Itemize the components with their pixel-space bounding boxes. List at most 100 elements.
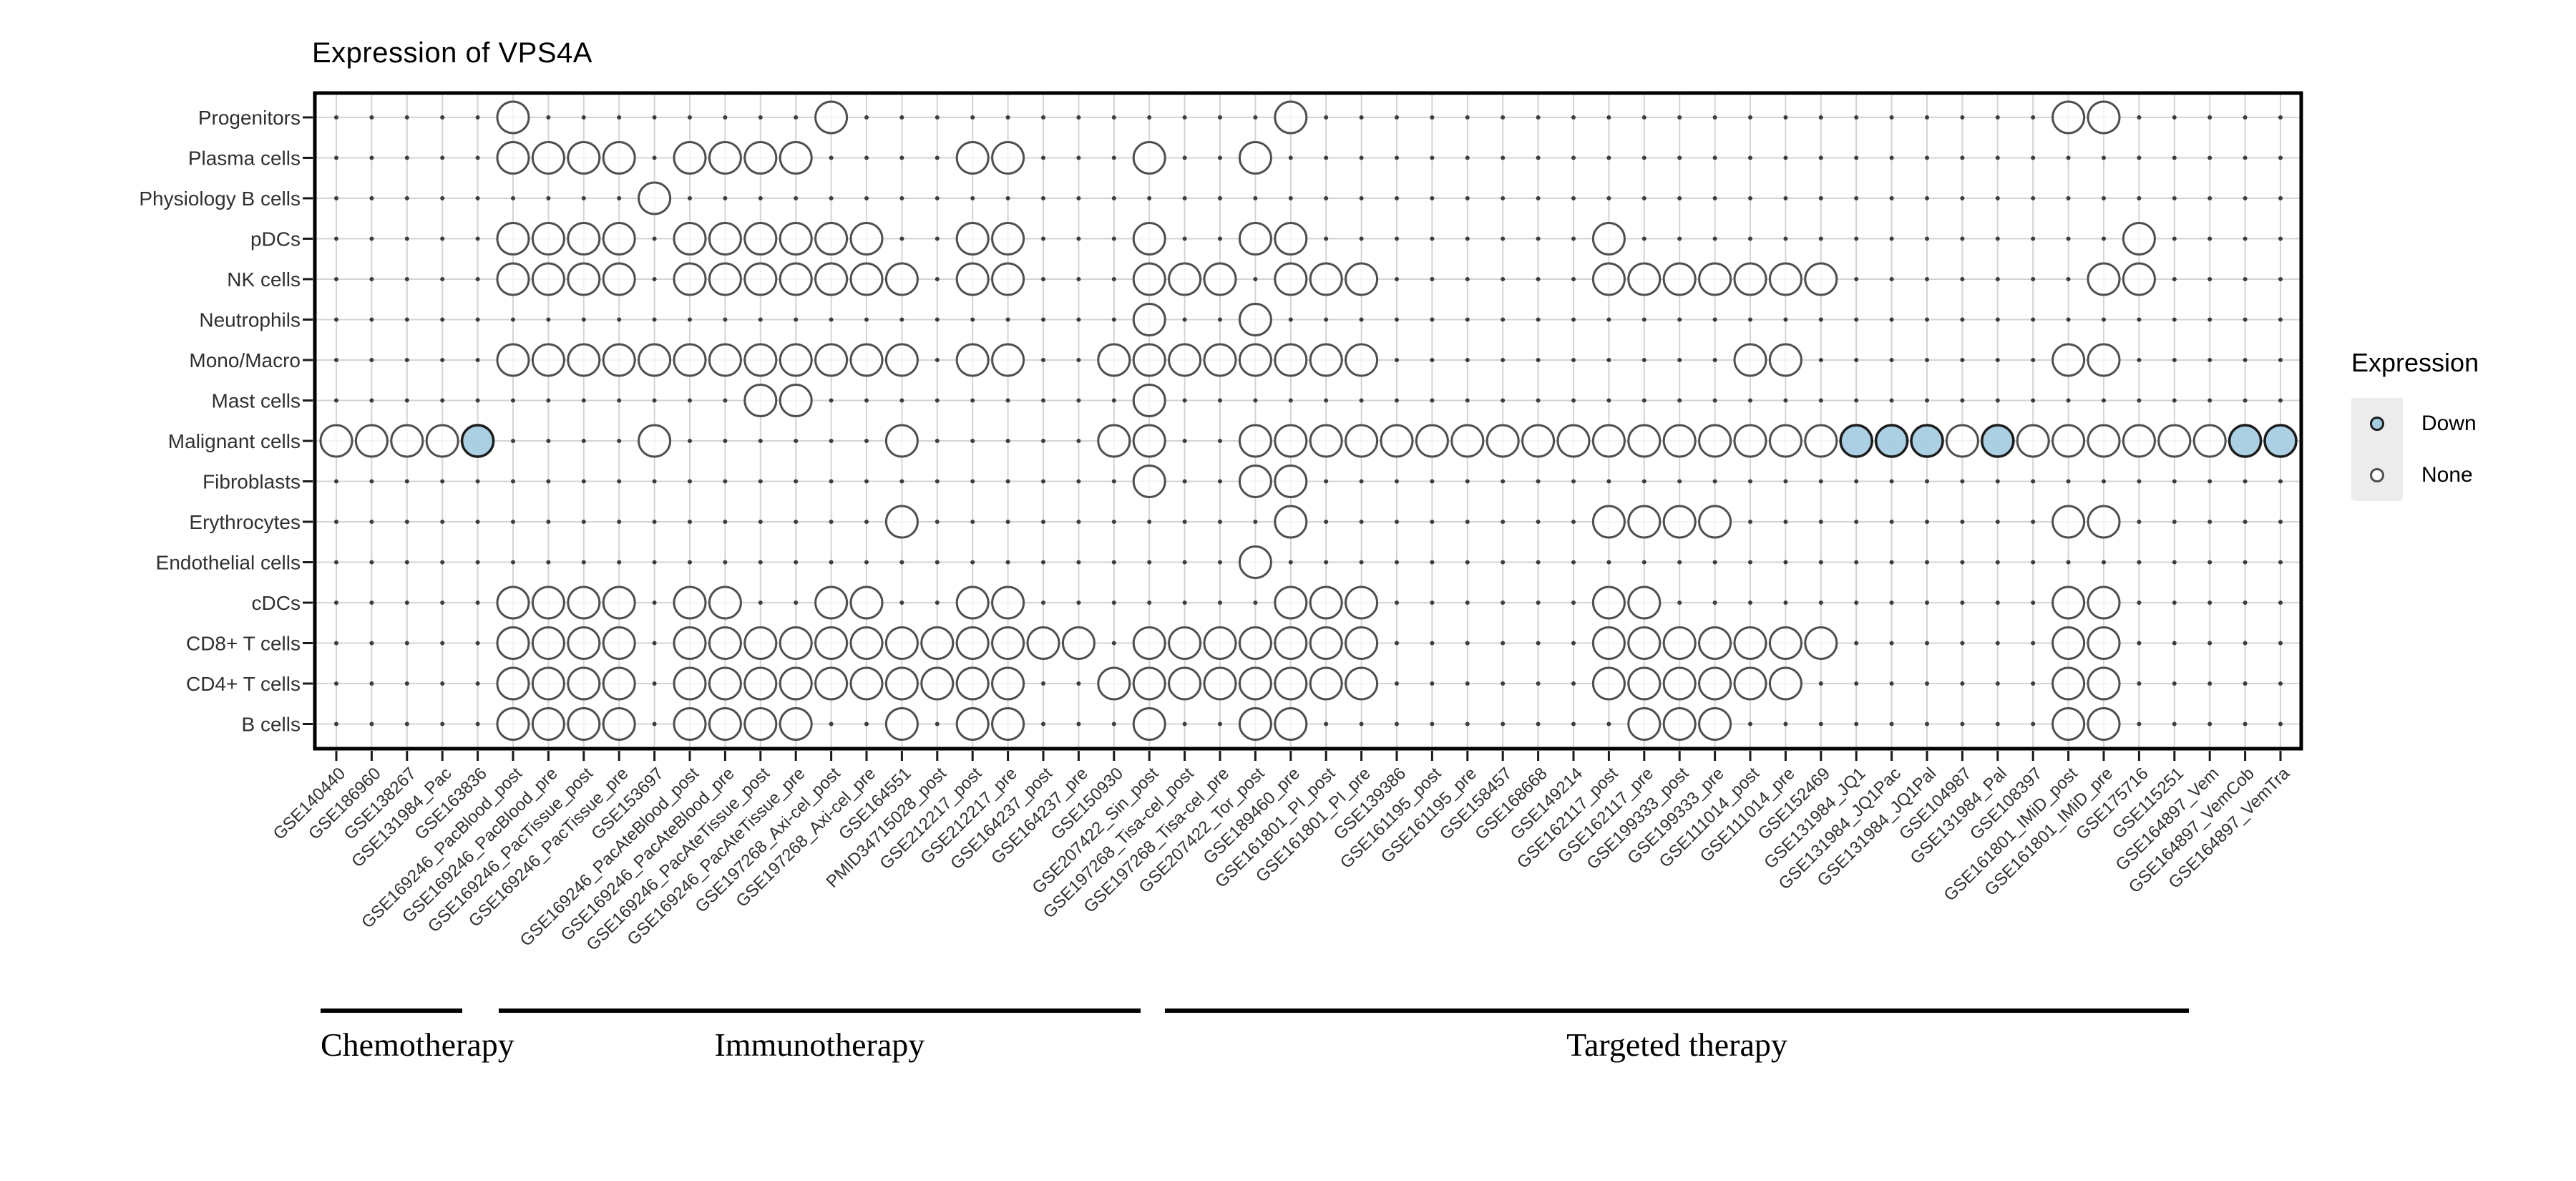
grid-dot-icon xyxy=(404,317,409,322)
grid-dot-icon xyxy=(2066,560,2071,565)
grid-dot-icon xyxy=(1253,398,1258,403)
grid-dot-icon xyxy=(1854,641,1859,646)
expression-dot-none xyxy=(743,343,778,377)
grid-dot-icon xyxy=(1218,317,1222,322)
expression-dot-none xyxy=(849,626,884,660)
grid-dot-icon xyxy=(794,479,799,484)
expression-dot-none xyxy=(496,141,530,175)
expression-dot-none xyxy=(673,707,707,741)
grid-dot-icon xyxy=(652,398,657,403)
grid-dot-icon xyxy=(1111,277,1116,281)
grid-dot-icon xyxy=(2207,196,2212,200)
expression-dot-none xyxy=(743,222,778,256)
grid-dot-icon xyxy=(1925,520,1929,524)
expression-dot-none xyxy=(1203,262,1237,296)
grid-dot-icon xyxy=(617,479,622,484)
grid-dot-icon xyxy=(1571,277,1576,281)
grid-dot-icon xyxy=(2066,479,2071,484)
expression-dot-none xyxy=(673,262,707,296)
grid-dot-icon xyxy=(1641,560,1646,565)
grid-dot-icon xyxy=(2243,681,2248,686)
grid-dot-icon xyxy=(1818,601,1823,605)
grid-dot-icon xyxy=(1712,601,1717,605)
grid-dot-icon xyxy=(440,721,445,726)
grid-dot-icon xyxy=(440,681,445,686)
expression-dot-none xyxy=(2192,424,2227,458)
chemotherapy-label: Chemotherapy xyxy=(321,1026,514,1063)
grid-dot-icon xyxy=(1536,115,1541,120)
grid-dot-icon xyxy=(2278,196,2283,200)
grid-dot-icon xyxy=(2278,520,2283,524)
grid-dot-icon xyxy=(1641,317,1646,322)
grid-dot-icon xyxy=(1889,277,1894,281)
grid-dot-icon xyxy=(1218,115,1222,120)
grid-dot-icon xyxy=(935,439,940,443)
grid-dot-icon xyxy=(617,196,622,200)
grid-dot-icon xyxy=(1748,317,1752,322)
grid-dot-icon xyxy=(1889,721,1894,726)
expression-dot-none xyxy=(496,222,530,256)
grid-dot-icon xyxy=(1889,317,1894,322)
grid-dot-icon xyxy=(1076,601,1081,605)
grid-dot-icon xyxy=(1218,439,1222,443)
grid-dot-icon xyxy=(864,479,869,484)
grid-dot-icon xyxy=(1995,681,2000,686)
grid-dot-icon xyxy=(1889,196,1894,200)
immunotherapy-underline xyxy=(499,1009,1141,1013)
grid-dot-icon xyxy=(1182,560,1187,565)
grid-dot-icon xyxy=(1005,560,1010,565)
grid-dot-icon xyxy=(1253,115,1258,120)
grid-dot-icon xyxy=(1889,115,1894,120)
expression-dot-down xyxy=(1839,424,1873,458)
grid-dot-icon xyxy=(2137,479,2142,484)
expression-dot-none xyxy=(531,262,565,296)
expression-dot-down xyxy=(1981,424,2015,458)
expression-dot-none xyxy=(1733,626,1767,660)
expression-dot-none xyxy=(1804,262,1838,296)
grid-dot-icon xyxy=(2031,560,2036,565)
targeted-therapy-label: Targeted therapy xyxy=(1566,1026,1787,1063)
expression-dot-none xyxy=(1662,262,1697,296)
grid-dot-icon xyxy=(1182,236,1187,241)
grid-dot-icon xyxy=(1606,721,1611,726)
grid-dot-icon xyxy=(2172,560,2177,565)
grid-dot-icon xyxy=(440,277,445,281)
grid-dot-icon xyxy=(1536,398,1541,403)
grid-dot-icon xyxy=(688,479,692,484)
grid-dot-icon xyxy=(2031,601,2036,605)
grid-dot-icon xyxy=(2172,520,2177,524)
expression-dot-none xyxy=(2051,707,2086,741)
grid-dot-icon xyxy=(1995,196,2000,200)
grid-dot-icon xyxy=(2172,277,2177,281)
grid-dot-icon xyxy=(440,601,445,605)
grid-dot-icon xyxy=(1395,398,1399,403)
grid-dot-icon xyxy=(1005,439,1010,443)
grid-dot-icon xyxy=(864,398,869,403)
expression-dot-none xyxy=(531,626,565,660)
expression-dot-none xyxy=(1591,666,1626,701)
grid-dot-icon xyxy=(475,115,480,120)
grid-dot-icon xyxy=(546,115,551,120)
grid-dot-icon xyxy=(404,358,409,362)
grid-dot-icon xyxy=(1536,721,1541,726)
grid-dot-icon xyxy=(1783,479,1788,484)
grid-dot-icon xyxy=(652,115,657,120)
grid-dot-icon xyxy=(1041,277,1045,281)
grid-dot-icon xyxy=(1536,236,1541,241)
grid-dot-icon xyxy=(1465,520,1470,524)
grid-dot-icon xyxy=(688,115,692,120)
grid-dot-icon xyxy=(1606,196,1611,200)
grid-dot-icon xyxy=(899,560,904,565)
grid-dot-icon xyxy=(864,439,869,443)
grid-dot-icon xyxy=(970,439,975,443)
grid-dot-icon xyxy=(1748,155,1752,160)
grid-dot-icon xyxy=(1465,277,1470,281)
grid-dot-icon xyxy=(1818,115,1823,120)
grid-dot-icon xyxy=(1430,155,1435,160)
expression-dot-none xyxy=(673,343,707,377)
expression-dot-none xyxy=(673,626,707,660)
grid-dot-icon xyxy=(758,479,763,484)
grid-dot-icon xyxy=(1182,115,1187,120)
grid-dot-icon xyxy=(2278,277,2283,281)
grid-dot-icon xyxy=(2031,641,2036,646)
